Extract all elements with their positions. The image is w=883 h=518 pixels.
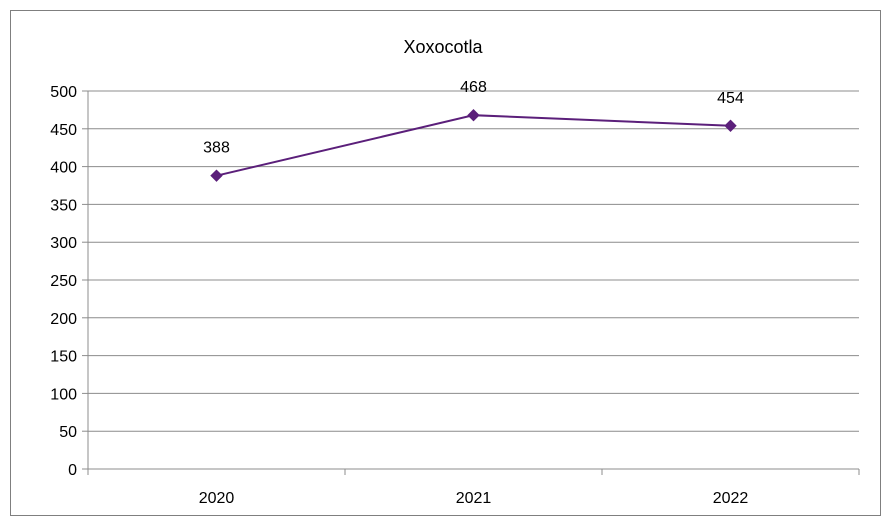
y-axis-tick-labels: 0 50 100 150 200 250 300 350 400 450 500 bbox=[50, 84, 77, 479]
y-tick-label: 200 bbox=[50, 311, 77, 328]
y-tick-label: 350 bbox=[50, 197, 77, 214]
data-label: 454 bbox=[717, 90, 744, 107]
y-tick-label: 500 bbox=[50, 84, 77, 101]
axes bbox=[82, 90, 860, 475]
series-markers bbox=[210, 108, 737, 182]
data-point-marker bbox=[210, 169, 223, 182]
gridlines bbox=[88, 90, 859, 432]
x-axis-tick-labels: 2020 2021 2022 bbox=[199, 490, 749, 507]
data-labels: 388 468 454 bbox=[203, 79, 744, 156]
data-point-marker bbox=[467, 108, 480, 122]
chart-title: Xoxocotla bbox=[403, 37, 483, 57]
y-tick-label: 100 bbox=[50, 386, 77, 403]
x-tick-label: 2020 bbox=[199, 490, 235, 507]
y-tick-label: 150 bbox=[50, 349, 77, 366]
y-tick-label: 400 bbox=[50, 160, 77, 177]
data-label: 468 bbox=[460, 79, 487, 96]
y-tick-label: 50 bbox=[59, 424, 77, 441]
data-label: 388 bbox=[203, 140, 230, 157]
y-tick-label: 250 bbox=[50, 273, 77, 290]
y-tick-label: 450 bbox=[50, 122, 77, 139]
x-tick-label: 2022 bbox=[713, 490, 749, 507]
y-tick-label: 300 bbox=[50, 235, 77, 252]
y-tick-label: 0 bbox=[68, 462, 77, 479]
x-tick-label: 2021 bbox=[456, 490, 492, 507]
data-point-marker bbox=[724, 119, 737, 132]
